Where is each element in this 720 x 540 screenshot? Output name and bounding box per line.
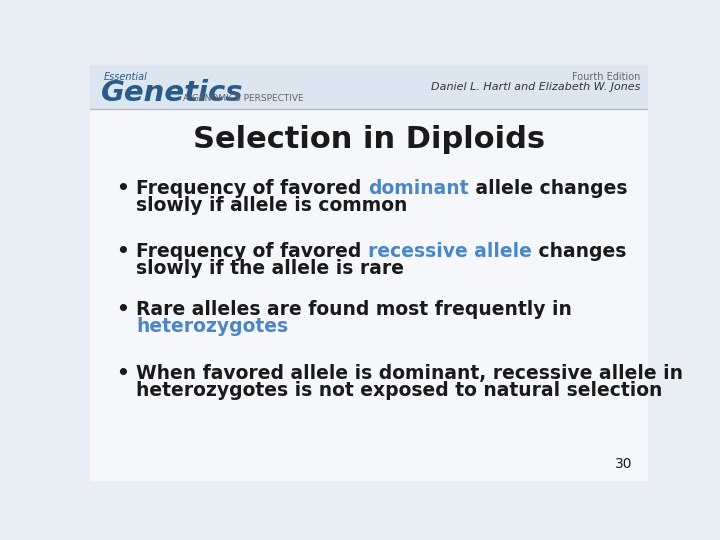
Text: changes: changes — [532, 242, 626, 261]
Text: •: • — [116, 242, 129, 261]
Text: When favored allele is dominant, recessive allele in: When favored allele is dominant, recessi… — [137, 363, 683, 382]
Text: recessive allele: recessive allele — [369, 242, 532, 261]
Text: Frequency of favored: Frequency of favored — [137, 179, 369, 198]
Text: •: • — [116, 363, 129, 382]
Text: heterozygotes is not exposed to natural selection: heterozygotes is not exposed to natural … — [137, 381, 663, 400]
Text: heterozygotes: heterozygotes — [137, 316, 289, 335]
Text: •: • — [116, 179, 129, 198]
Text: •: • — [116, 300, 129, 319]
Text: allele changes: allele changes — [469, 179, 627, 198]
Text: Fourth Edition: Fourth Edition — [572, 72, 640, 83]
Text: Daniel L. Hartl and Elizabeth W. Jones: Daniel L. Hartl and Elizabeth W. Jones — [431, 82, 640, 92]
Text: Genetics: Genetics — [101, 79, 243, 107]
Text: slowly if the allele is rare: slowly if the allele is rare — [137, 259, 405, 278]
Text: Selection in Diploids: Selection in Diploids — [193, 125, 545, 154]
Text: Essential: Essential — [104, 72, 148, 83]
Text: Rare alleles are found most frequently in: Rare alleles are found most frequently i… — [137, 300, 572, 319]
Text: A GENOMICS PERSPECTIVE: A GENOMICS PERSPECTIVE — [183, 94, 304, 103]
Bar — [90, 65, 648, 110]
Text: Frequency of favored: Frequency of favored — [137, 242, 369, 261]
Bar — [90, 110, 648, 481]
Text: 30: 30 — [615, 457, 632, 471]
Text: dominant: dominant — [369, 179, 469, 198]
Text: slowly if allele is common: slowly if allele is common — [137, 195, 408, 215]
